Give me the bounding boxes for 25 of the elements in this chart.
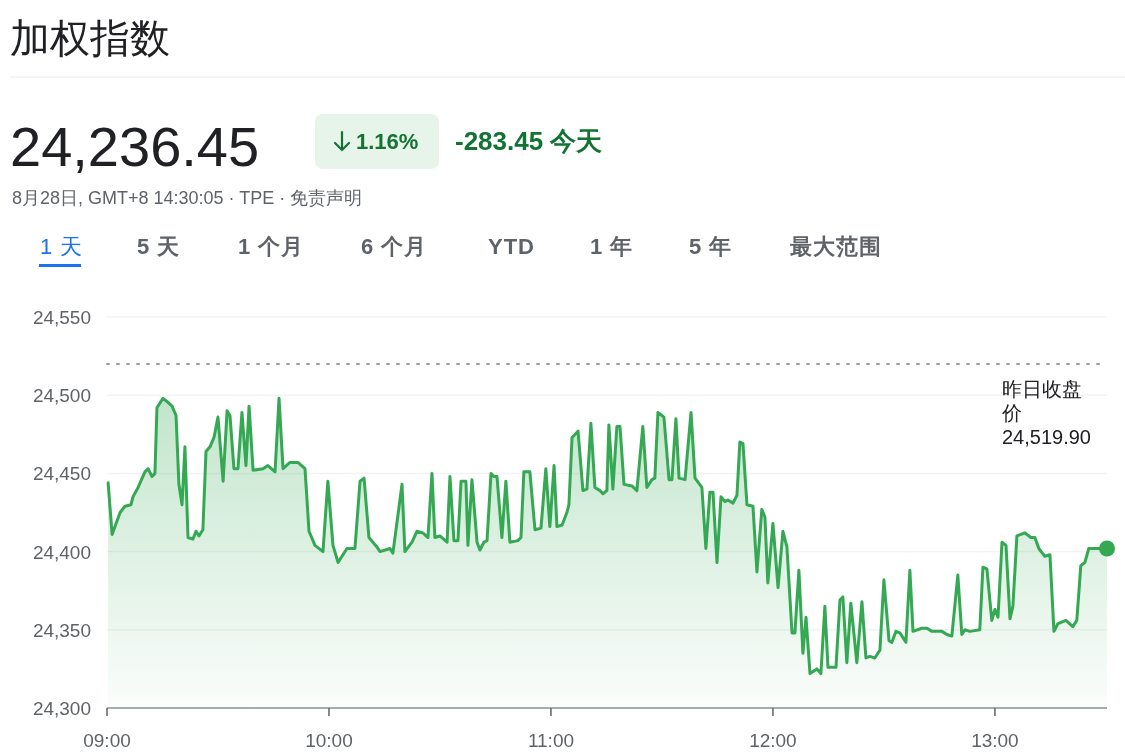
text: 1.16%: [356, 129, 419, 154]
ref-line-label: 昨日收盘价 24,519.90: [1001, 378, 1091, 449]
text: 最大范围: [789, 234, 882, 259]
y-tick-label: 24,300: [32, 698, 91, 719]
y-tick-label: 24,350: [32, 619, 91, 641]
text: 24,236.45: [10, 115, 260, 178]
x-tick-label: 13:00: [971, 730, 1019, 751]
text: -283.45 今天: [455, 126, 603, 156]
text: 5 年: [689, 234, 733, 259]
chart-title: 加权指数: [10, 16, 170, 60]
y-tick-label: 24,450: [32, 463, 91, 485]
y-tick-label: 24,500: [32, 385, 91, 407]
x-tick-label: 12:00: [749, 730, 797, 751]
x-tick-label: 11:00: [527, 730, 575, 751]
text: 1 个月: [238, 234, 305, 259]
text: 6 个月: [361, 234, 428, 259]
text: 5 天: [137, 234, 181, 259]
x-tick-label: 09:00: [83, 730, 131, 751]
y-tick-label: 24,400: [32, 541, 91, 563]
text: YTD: [488, 234, 535, 259]
chart-subtitle: 8月28日, GMT+8 14:30:05 · TPE · 免责声明: [12, 188, 363, 208]
y-tick-label: 24,550: [32, 307, 91, 328]
text: 1 年: [590, 234, 634, 259]
x-tick-label: 10:00: [305, 730, 353, 751]
text: 1 天: [40, 234, 84, 259]
